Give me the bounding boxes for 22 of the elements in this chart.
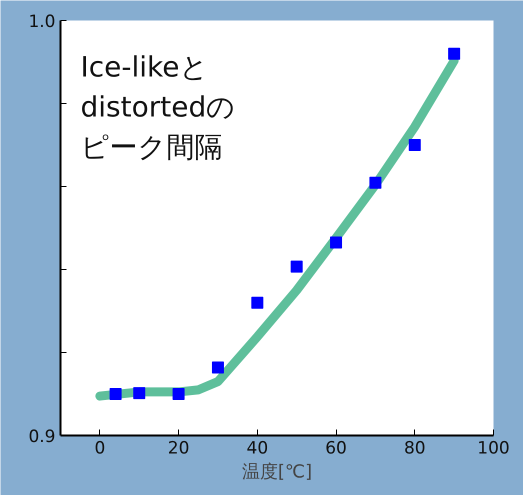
- point: [448, 48, 460, 60]
- point: [290, 260, 303, 273]
- point: [172, 388, 185, 400]
- x-tick-label: 0: [94, 438, 106, 458]
- x-tick-label: 20: [168, 438, 190, 458]
- annotation: ピーク間隔: [80, 130, 222, 164]
- point: [251, 296, 264, 309]
- point: [212, 361, 224, 374]
- point: [408, 139, 421, 151]
- point: [330, 236, 342, 249]
- x-tick-label: 40: [246, 438, 268, 458]
- annotation: distortedの: [80, 90, 236, 124]
- x-axis-title: 温度[℃]: [242, 462, 312, 482]
- y-tick-label: 0.9: [28, 427, 56, 447]
- x-tick-label: 100: [477, 438, 510, 458]
- point: [110, 388, 122, 400]
- annotation: Ice-likeと: [80, 50, 208, 84]
- x-tick-label: 80: [404, 438, 426, 458]
- point: [133, 387, 146, 400]
- point: [369, 176, 382, 189]
- y-tick-label: 1.0: [28, 12, 56, 32]
- x-tick-label: 60: [325, 438, 347, 458]
